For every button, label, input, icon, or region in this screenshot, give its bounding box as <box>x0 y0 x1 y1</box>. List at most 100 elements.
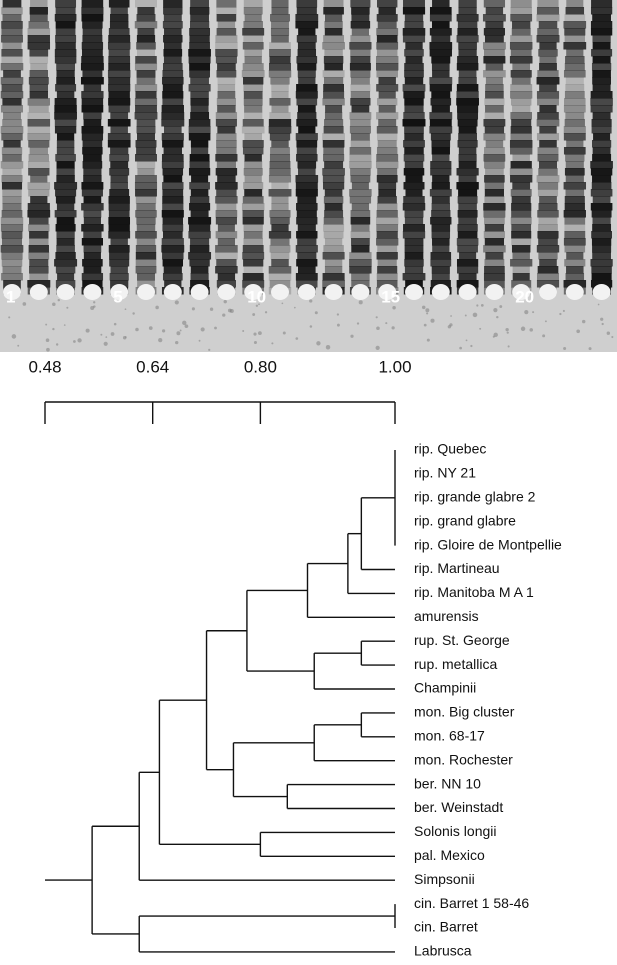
gel-band <box>137 28 155 36</box>
gel-band <box>484 224 505 232</box>
gel-band <box>243 98 263 106</box>
gel-band <box>510 35 533 43</box>
gel-band <box>83 217 101 225</box>
gel-band <box>563 280 587 288</box>
gel-band <box>457 196 478 204</box>
gel-band <box>458 133 477 141</box>
gel-band <box>483 154 506 162</box>
gel-band <box>350 77 370 85</box>
gel-band <box>189 182 210 190</box>
gel-band <box>537 70 559 78</box>
gel-band <box>485 91 504 99</box>
gel-band <box>537 0 559 8</box>
gel-band <box>376 217 399 225</box>
gel-speck <box>258 303 260 306</box>
gel-band <box>162 21 183 29</box>
gel-speck <box>314 311 318 315</box>
gel-band <box>27 161 50 169</box>
gel-band <box>429 112 453 120</box>
gel-band <box>458 77 477 85</box>
gel-well <box>565 284 584 300</box>
gel-band <box>457 28 478 36</box>
gel-band <box>136 126 156 134</box>
gel-band <box>537 147 559 155</box>
gel-band <box>56 77 75 85</box>
gel-band <box>108 245 130 253</box>
gel-band <box>81 98 104 106</box>
gel-band <box>269 56 291 64</box>
gel-band <box>54 182 78 190</box>
gel-band <box>29 217 49 225</box>
gel-band <box>215 210 238 218</box>
gel-speck <box>582 319 586 324</box>
gel-band <box>564 168 585 176</box>
gel-band <box>458 217 477 225</box>
gel-band <box>54 49 77 57</box>
gel-speck <box>8 316 11 319</box>
gel-band <box>137 273 155 281</box>
gel-band <box>456 98 479 106</box>
gel-band <box>564 63 585 71</box>
gel-band <box>591 126 612 134</box>
gel-band <box>350 21 371 29</box>
gel-band <box>296 56 318 64</box>
gel-band <box>323 84 344 92</box>
leaf-label: Simpsonii <box>414 871 475 887</box>
gel-band <box>190 98 209 106</box>
gel-band <box>162 189 184 197</box>
gel-band <box>376 203 398 211</box>
gel-well <box>431 284 450 300</box>
gel-band <box>243 77 264 85</box>
gel-band <box>377 266 398 274</box>
gel-band <box>54 112 77 120</box>
gel-band <box>1 84 23 92</box>
gel-band <box>190 266 209 274</box>
gel-band <box>190 77 209 85</box>
gel-band <box>429 77 453 85</box>
gel-band <box>295 14 319 22</box>
gel-band <box>56 161 75 169</box>
gel-band <box>349 189 372 197</box>
gel-band <box>592 147 611 155</box>
gel-band <box>458 126 477 134</box>
gel-band <box>107 140 131 148</box>
gel-band <box>135 231 157 239</box>
gel-band <box>349 196 372 204</box>
gel-speck <box>350 334 354 338</box>
gel-band <box>351 203 370 211</box>
gel-band <box>81 56 104 64</box>
gel-band <box>27 203 50 211</box>
gel-band <box>485 105 504 113</box>
gel-band <box>136 119 156 127</box>
gel-band <box>217 105 236 113</box>
gel-band <box>538 168 558 176</box>
gel-band <box>322 252 345 260</box>
gel-band <box>268 231 292 239</box>
gel-band <box>243 224 263 232</box>
gel-speck <box>559 312 562 316</box>
gel-band <box>190 147 209 155</box>
gel-well <box>163 284 182 300</box>
gel-band <box>28 140 50 148</box>
gel-band <box>484 189 504 197</box>
gel-band <box>81 189 103 197</box>
gel-band <box>483 28 505 36</box>
gel-band <box>378 105 396 113</box>
gel-band <box>456 91 479 99</box>
gel-speck <box>294 306 296 309</box>
gel-speck <box>375 316 378 319</box>
gel-band <box>565 84 585 92</box>
gel-band <box>134 0 158 8</box>
gel-band <box>592 70 611 78</box>
gel-band <box>56 91 75 99</box>
gel-band <box>484 182 505 190</box>
gel-speck <box>255 304 259 307</box>
gel-band <box>82 147 103 155</box>
gel-band <box>512 266 530 274</box>
gel-band <box>511 231 532 239</box>
gel-band <box>108 28 130 36</box>
gel-band <box>82 21 103 29</box>
gel-band <box>189 63 211 71</box>
gel-band <box>457 224 478 232</box>
gel-band <box>137 280 155 288</box>
